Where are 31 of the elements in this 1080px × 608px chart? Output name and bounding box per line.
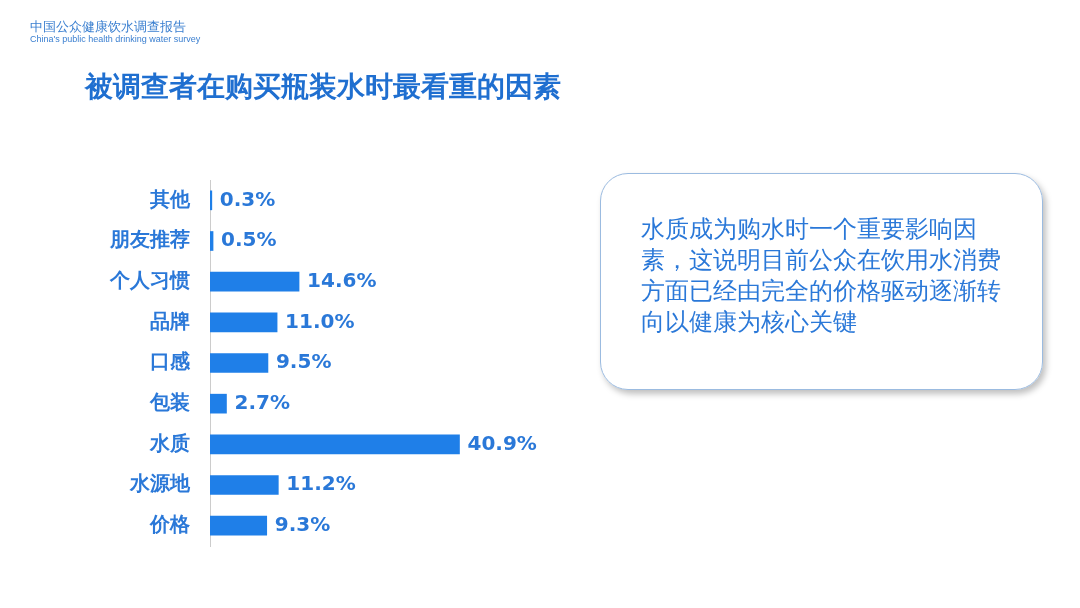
bar: [210, 353, 269, 373]
bar: [210, 434, 460, 455]
data-label: 11.2%: [286, 471, 356, 496]
data-label: 2.7%: [234, 389, 290, 414]
data-label: 11.0%: [285, 308, 355, 333]
bar: [210, 231, 214, 251]
callout-box: 水质成为购水时一个重要影响因素，这说明目前公众在饮用水消费方面已经由完全的价格驱动逐渐转向以健康为核心关键: [600, 173, 1043, 390]
y-tick-label: 口感: [150, 349, 191, 374]
data-label: 9.3%: [274, 511, 331, 536]
y-tick-label: 价格: [149, 511, 191, 536]
y-tick-label: 朋友推荐: [109, 227, 190, 252]
y-tick-label: 其他: [149, 186, 191, 211]
bar: [210, 312, 278, 333]
y-tick-label: 品牌: [150, 308, 190, 333]
data-label: 9.5%: [275, 349, 332, 374]
data-label: 0.3%: [219, 186, 276, 211]
bar: [210, 190, 213, 211]
y-tick-label: 个人习惯: [109, 267, 190, 292]
data-label: 0.5%: [221, 227, 277, 252]
data-label: 40.9%: [467, 430, 537, 455]
bar: [210, 515, 268, 536]
y-tick-label: 水源地: [129, 471, 191, 496]
text: China's public health drinking water survey: [30, 34, 201, 44]
bar: [210, 475, 279, 495]
bar: [210, 393, 227, 414]
data-label: 14.6%: [307, 267, 377, 292]
y-tick-label: 包装: [149, 389, 190, 414]
y-tick-label: 水质: [149, 430, 190, 455]
chart-title: 被调查者在购买瓶装水时最看重的因素: [85, 69, 561, 105]
text: 中国公众健康饮水调查报告: [30, 18, 186, 35]
bar: [210, 271, 300, 292]
